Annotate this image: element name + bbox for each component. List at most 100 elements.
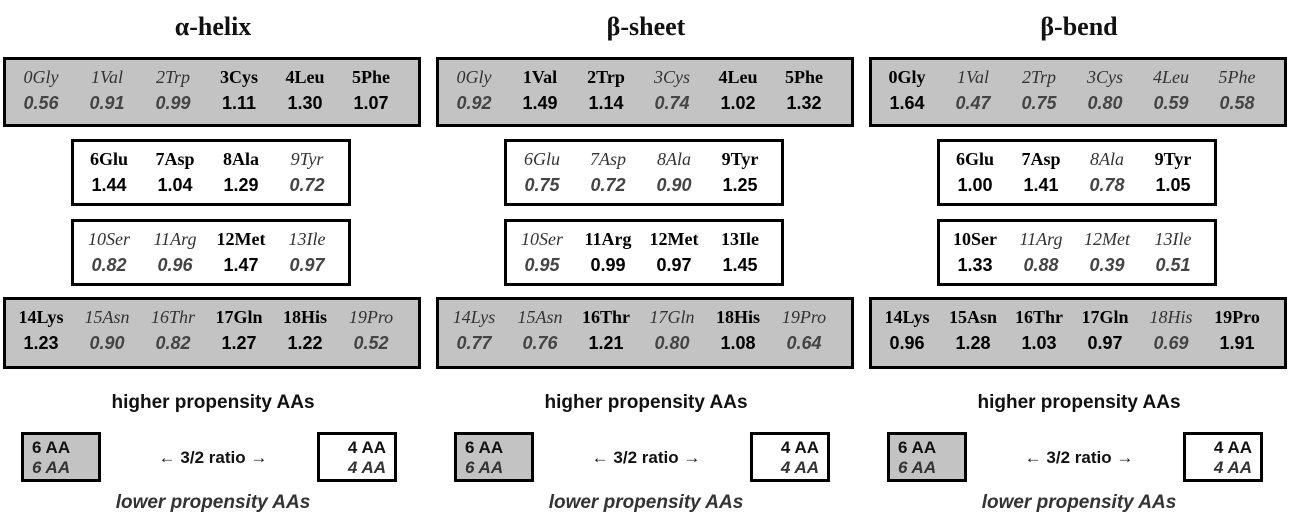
- amino-acid-name: 12Met: [1084, 229, 1130, 249]
- higher-propensity-label: higher propensity AAs: [544, 392, 748, 413]
- higher-count: 6 AA: [898, 438, 937, 457]
- four-aa-box: 4 AA 4 AA: [1183, 432, 1263, 482]
- amino-acid-name: 2Trp: [155, 67, 191, 87]
- amino-acid-name: 18His: [715, 307, 760, 327]
- propensity-value: 0.64: [786, 333, 822, 353]
- propensity-value: 1.32: [786, 93, 822, 113]
- amino-acid-name: 11Arg: [1019, 229, 1063, 249]
- amino-acid-name: 18His: [282, 307, 327, 327]
- amino-acid-row: 6Glu 0.75 7Asp 0.72 8Ala 0.90 9Tyr 1.25: [504, 139, 784, 206]
- amino-acid-name: 16Thr: [150, 307, 195, 327]
- propensity-value: 0.91: [89, 93, 125, 113]
- amino-acid-row: 0Gly 0.56 1Val 0.91 2Trp 0.99 3Cys 1.11 4Leu 1.30…: [3, 57, 421, 127]
- amino-acid-cell: 11Arg 0.96: [142, 222, 208, 283]
- amino-acid-row: 14Lys 0.77 15Asn 0.76 16Thr 1.21 17Gln 0.80 18Hi…: [436, 297, 854, 369]
- propensity-value: 1.29: [223, 175, 259, 195]
- four-aa-box: 4 AA 4 AA: [317, 432, 397, 482]
- amino-acid-name: 9Tyr: [290, 149, 324, 169]
- amino-acid-name: 1Val: [956, 67, 989, 87]
- amino-acid-name: 19Pro: [1214, 307, 1260, 327]
- amino-acid-cell: 17Gln 0.97: [1072, 300, 1138, 366]
- propensity-value: 0.96: [889, 333, 925, 353]
- amino-acid-name: 7Asp: [590, 149, 626, 169]
- propensity-value: 0.72: [590, 175, 626, 195]
- propensity-value: 1.25: [722, 175, 758, 195]
- amino-acid-name: 5Phe: [1218, 67, 1256, 87]
- lower-count: 6 AA: [32, 458, 71, 477]
- amino-acid-name: 13Ile: [288, 229, 326, 249]
- structure-panel: β-sheet 0Gly 0.92 1Val 1.49 2Trp 1.14 3Cys 0.74 4…: [436, 0, 856, 528]
- amino-acid-row: 10Ser 1.33 11Arg 0.88 12Met 0.39 13Ile 0.51: [937, 219, 1217, 286]
- amino-acid-name: 14Lys: [18, 307, 64, 327]
- propensity-value: 1.22: [287, 333, 323, 353]
- amino-acid-cell: 8Ala 0.78: [1074, 142, 1140, 203]
- higher-count: 4 AA: [780, 438, 819, 457]
- propensity-value: 1.91: [1219, 333, 1255, 353]
- amino-acid-name: 11Arg: [584, 229, 632, 249]
- panel-title: β-bend: [1040, 12, 1118, 41]
- amino-acid-name: 17Gln: [215, 307, 263, 327]
- amino-acid-cell: 11Arg 0.99: [575, 222, 641, 283]
- amino-acid-name: 6Glu: [89, 149, 128, 169]
- lower-count: 4 AA: [347, 458, 386, 477]
- amino-acid-cell: 1Val 0.47: [940, 60, 1006, 124]
- amino-acid-cell: 1Val 0.91: [74, 60, 140, 124]
- amino-acid-cell: 12Met 0.97: [641, 222, 707, 283]
- propensity-value: 0.92: [456, 93, 492, 113]
- amino-acid-name: 1Val: [522, 67, 558, 87]
- structure-panel: α-helix 0Gly 0.56 1Val 0.91 2Trp 0.99 3Cys 1.11 4…: [3, 0, 423, 528]
- propensity-value: 0.72: [289, 175, 325, 195]
- amino-acid-name: 3Cys: [654, 67, 690, 87]
- amino-acid-name: 15Asn: [517, 307, 563, 327]
- higher-propensity-label: higher propensity AAs: [111, 392, 315, 413]
- amino-acid-row: 14Lys 0.96 15Asn 1.28 16Thr 1.03 17Gln 0.97 18Hi…: [869, 297, 1287, 369]
- amino-acid-name: 4Leu: [718, 67, 758, 87]
- propensity-value: 0.59: [1153, 93, 1189, 113]
- amino-acid-name: 3Cys: [1087, 67, 1123, 87]
- amino-acid-cell: 6Glu 1.44: [76, 142, 142, 203]
- six-aa-box: 6 AA 6 AA: [887, 432, 967, 482]
- structure-panel: β-bend 0Gly 1.64 1Val 0.47 2Trp 0.75 3Cys 0.80 4L…: [869, 0, 1289, 528]
- propensity-value: 0.90: [89, 333, 125, 353]
- amino-acid-cell: 1Val 1.49: [507, 60, 573, 124]
- amino-acid-cell: 10Ser 0.82: [76, 222, 142, 283]
- lower-propensity-label: lower propensity AAs: [548, 492, 744, 513]
- amino-acid-cell: 14Lys 0.96: [874, 300, 940, 366]
- amino-acid-name: 5Phe: [785, 67, 823, 87]
- amino-acid-name: 0Gly: [23, 67, 59, 87]
- propensity-value: 0.47: [955, 93, 991, 113]
- amino-acid-cell: 18His 1.08: [705, 300, 771, 366]
- four-aa-box: 4 AA 4 AA: [750, 432, 830, 482]
- amino-acid-cell: 10Ser 0.95: [509, 222, 575, 283]
- amino-acid-name: 19Pro: [348, 307, 394, 327]
- amino-acid-cell: 19Pro 0.64: [771, 300, 837, 366]
- six-aa-box: 6 AA 6 AA: [21, 432, 101, 482]
- propensity-value: 1.41: [1023, 175, 1059, 195]
- propensity-value: 0.77: [456, 333, 492, 353]
- amino-acid-cell: 0Gly 0.56: [8, 60, 74, 124]
- propensity-value: 0.99: [155, 93, 191, 113]
- amino-acid-name: 9Tyr: [1154, 149, 1192, 169]
- propensity-value: 0.69: [1153, 333, 1189, 353]
- amino-acid-cell: 16Thr 1.21: [573, 300, 639, 366]
- propensity-value: 0.99: [590, 255, 626, 275]
- amino-acid-name: 10Ser: [953, 229, 997, 249]
- amino-acid-row: 10Ser 0.82 11Arg 0.96 12Met 1.47 13Ile 0.97: [71, 219, 351, 286]
- amino-acid-name: 1Val: [90, 67, 123, 87]
- amino-acid-row: 6Glu 1.00 7Asp 1.41 8Ala 0.78 9Tyr 1.05: [937, 139, 1217, 206]
- propensity-value: 0.82: [91, 255, 127, 275]
- propensity-value: 0.97: [1087, 333, 1123, 353]
- amino-acid-name: 11Arg: [153, 229, 197, 249]
- amino-acid-name: 18His: [1149, 307, 1193, 327]
- propensity-value: 0.76: [522, 333, 558, 353]
- amino-acid-cell: 19Pro 1.91: [1204, 300, 1270, 366]
- amino-acid-name: 6Glu: [955, 149, 994, 169]
- propensity-value: 1.02: [720, 93, 756, 113]
- lower-count: 4 AA: [780, 458, 819, 477]
- amino-acid-name: 17Gln: [1081, 307, 1129, 327]
- amino-acid-name: 12Met: [216, 229, 266, 249]
- amino-acid-name: 14Lys: [452, 307, 496, 327]
- higher-count: 4 AA: [347, 438, 386, 457]
- amino-acid-cell: 12Met 1.47: [208, 222, 274, 283]
- propensity-value: 0.39: [1089, 255, 1125, 275]
